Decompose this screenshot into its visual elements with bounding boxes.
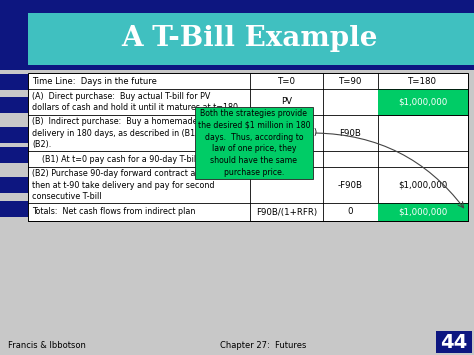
Text: F90B/(1+RFR): F90B/(1+RFR) (256, 208, 317, 217)
Text: T=180: T=180 (409, 76, 438, 86)
Text: Totals:  Net cash flows from indirect plan: Totals: Net cash flows from indirect pla… (32, 208, 195, 217)
Text: -F90B: -F90B (338, 180, 363, 190)
Text: $1,000,000: $1,000,000 (398, 98, 447, 106)
Text: F90B/(1+RFR): F90B/(1+RFR) (256, 129, 317, 137)
FancyBboxPatch shape (0, 147, 28, 163)
Text: T=0: T=0 (277, 76, 295, 86)
Text: Francis & Ibbotson: Francis & Ibbotson (8, 340, 86, 350)
Text: F90B: F90B (339, 129, 361, 137)
Text: Both the strategies provide
the desired $1 million in 180
days.  Thus, according: Both the strategies provide the desired … (198, 109, 310, 177)
FancyBboxPatch shape (378, 89, 468, 115)
FancyBboxPatch shape (436, 331, 472, 353)
Text: (B2) Purchase 90-day forward contract and
then at t-90 take delivery and pay for: (B2) Purchase 90-day forward contract an… (32, 169, 215, 201)
Text: $1,000,000: $1,000,000 (398, 180, 447, 190)
FancyBboxPatch shape (28, 73, 468, 221)
Text: 0: 0 (347, 208, 353, 217)
FancyBboxPatch shape (28, 13, 474, 65)
Text: Chapter 27:  Futures: Chapter 27: Futures (220, 340, 306, 350)
FancyBboxPatch shape (28, 13, 472, 63)
FancyBboxPatch shape (0, 201, 28, 217)
Text: (B)  Indirect purchase:  Buy a homemade T-bill for
delivery in 180 days, as desc: (B) Indirect purchase: Buy a homemade T-… (32, 118, 233, 149)
Text: (A)  Direct purchase:  Buy actual T-bill for PV
dollars of cash and hold it unti: (A) Direct purchase: Buy actual T-bill f… (32, 92, 238, 112)
FancyBboxPatch shape (0, 97, 28, 113)
Text: (B1) At t=0 pay cash for a 90-day T-bill: (B1) At t=0 pay cash for a 90-day T-bill (32, 154, 199, 164)
FancyBboxPatch shape (0, 127, 28, 143)
Text: PV: PV (281, 98, 292, 106)
FancyBboxPatch shape (0, 0, 474, 70)
Text: Time Line:  Days in the future: Time Line: Days in the future (32, 76, 157, 86)
Text: 44: 44 (440, 333, 468, 351)
FancyBboxPatch shape (378, 203, 468, 221)
Text: A T-Bill Example: A T-Bill Example (122, 24, 378, 51)
Text: $1,000,000: $1,000,000 (398, 208, 447, 217)
FancyBboxPatch shape (0, 0, 474, 15)
Text: T=90: T=90 (338, 76, 362, 86)
FancyBboxPatch shape (0, 74, 28, 90)
FancyBboxPatch shape (0, 177, 28, 193)
FancyBboxPatch shape (195, 107, 313, 179)
